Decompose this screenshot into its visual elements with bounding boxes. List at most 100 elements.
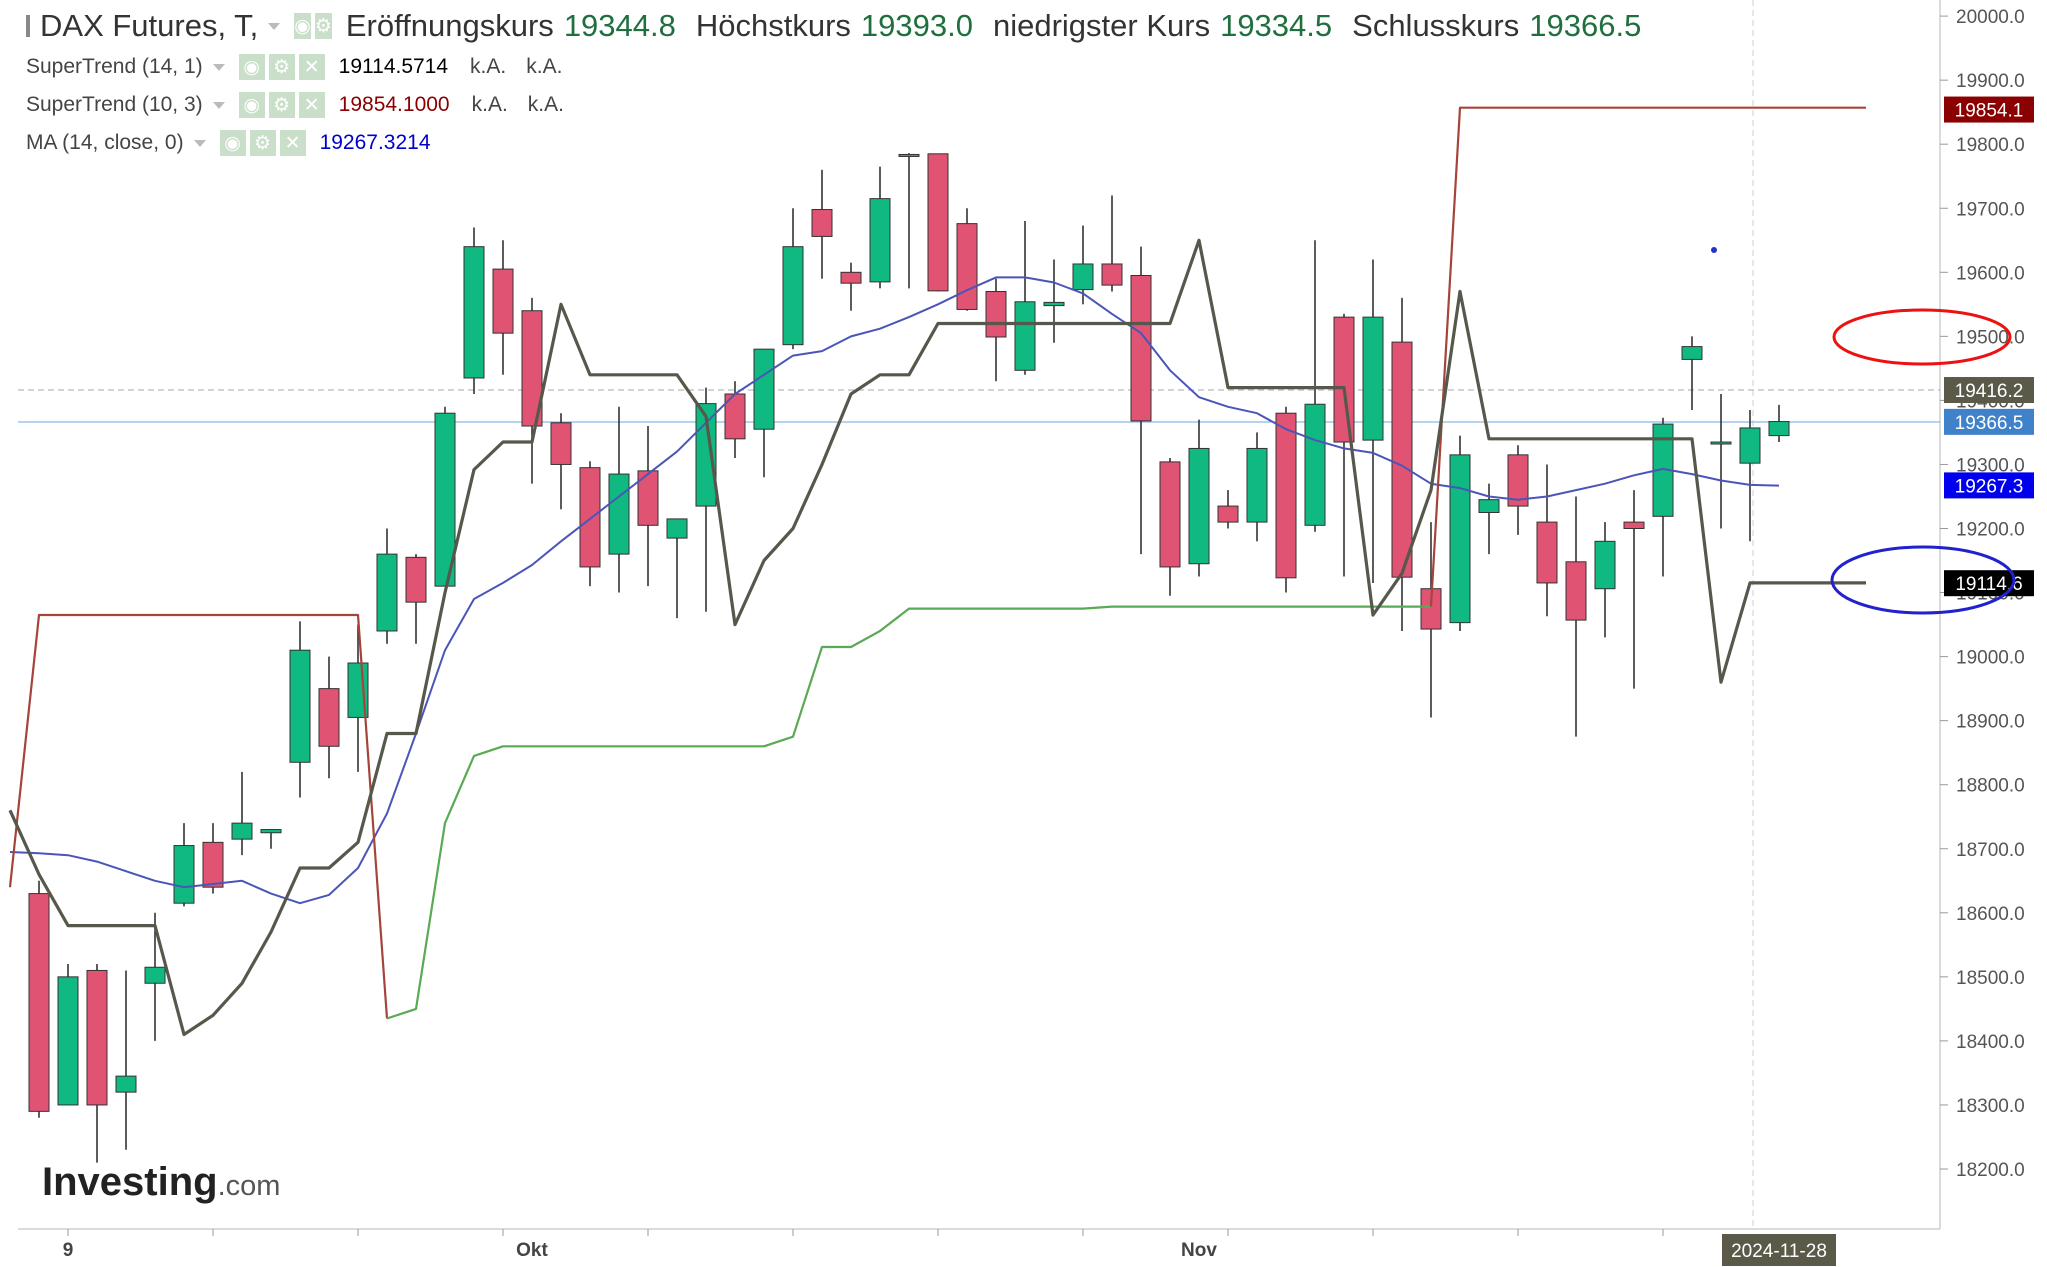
legend: DAX Futures, T, ◉ ⚙ Eröffnungskurs 19344… (26, 4, 1641, 162)
indicator-name: SuperTrend (14, 1) (26, 55, 203, 78)
candle-body (521, 310, 543, 427)
eye-icon[interactable]: ◉ (238, 92, 265, 118)
candle-body (1478, 499, 1500, 513)
candle-body (753, 348, 775, 430)
candle-body (1739, 427, 1761, 464)
indicator-value: 19114.5714 (338, 55, 449, 78)
gear-icon[interactable]: ⚙ (249, 130, 276, 156)
candle-body (173, 845, 195, 904)
last-date-label: 2024-11-28 (1731, 1241, 1827, 1262)
candle-body (1275, 412, 1297, 579)
candle-body (898, 153, 920, 157)
candle-body (1246, 447, 1268, 523)
investing-logo: Investing.com (42, 1160, 280, 1205)
close-icon[interactable]: ✕ (298, 92, 325, 118)
gear-icon[interactable]: ⚙ (268, 92, 295, 118)
candle-body (86, 969, 108, 1106)
supertrend-14-line (8, 238, 1866, 1037)
logo-suffix: .com (217, 1170, 281, 1202)
candle-body (1014, 301, 1036, 371)
candle-body (1333, 316, 1355, 443)
candle-body (782, 246, 804, 346)
y-tick-label: 18900.0 (1956, 712, 2025, 733)
candle-body (1362, 316, 1384, 441)
candle-body (1304, 403, 1326, 526)
chevron-down-icon[interactable] (193, 139, 206, 147)
collapse-icon[interactable] (26, 15, 30, 37)
candle-body (550, 422, 572, 465)
y-tick-label: 18400.0 (1956, 1032, 2025, 1053)
candle-body (405, 556, 427, 603)
close-icon[interactable]: ✕ (279, 130, 306, 156)
candle-body (1768, 421, 1790, 437)
candle-body (376, 553, 398, 632)
price-tag (1944, 377, 2034, 404)
close-value: 19366.5 (1529, 8, 1642, 43)
annotation-dot (1711, 247, 1717, 253)
eye-icon[interactable]: ◉ (238, 54, 265, 80)
candle-body (956, 223, 978, 310)
legend-main-row: DAX Futures, T, ◉ ⚙ Eröffnungskurs 19344… (26, 4, 1641, 48)
eye-icon[interactable]: ◉ (294, 13, 311, 39)
supertrend-10-down-line (8, 613, 389, 1019)
chevron-down-icon[interactable] (268, 22, 281, 30)
close-icon[interactable]: ✕ (298, 54, 325, 80)
y-tick-label: 20000.0 (1956, 7, 2025, 28)
high-value: 19393.0 (860, 8, 973, 43)
indicator-value: 19854.1000 (338, 93, 450, 116)
candle-body (1130, 275, 1152, 422)
y-tick-label: 18300.0 (1956, 1096, 2025, 1117)
candle-body (1594, 540, 1616, 590)
ma-line (9, 276, 1780, 905)
gear-icon[interactable]: ⚙ (268, 54, 295, 80)
supertrend-10-down-line (1429, 106, 1866, 607)
candles (28, 153, 1790, 1163)
price-tags: 19854.1 19416.2 19366.5 19267.3 19114.6 (1944, 96, 2034, 597)
y-tick-label: 19600.0 (1956, 263, 2025, 284)
indicator-row-supertrend-10: SuperTrend (10, 3) ◉ ⚙ ✕ 19854.1000 k.A.… (26, 86, 1506, 124)
candle-body (1391, 341, 1413, 578)
candle-body (1507, 454, 1529, 507)
price-tag (1944, 408, 2034, 435)
y-tick-label: 18600.0 (1956, 904, 2025, 925)
indicator-row-ma-14: MA (14, close, 0) ◉ ⚙ ✕ 19267.3214 (26, 124, 1506, 162)
indicator-extra: k.A. (470, 55, 507, 78)
x-tick-label: 9 (63, 1240, 74, 1261)
y-tick-label: 18500.0 (1956, 968, 2025, 989)
indicator-extra: k.A. (527, 93, 564, 116)
y-tick-label: 18700.0 (1956, 840, 2025, 861)
candle-body (1043, 301, 1065, 307)
indicator-name: SuperTrend (10, 3) (26, 93, 203, 116)
candle-body (1072, 263, 1094, 291)
open-value: 19344.8 (563, 8, 676, 43)
chevron-down-icon[interactable] (212, 63, 225, 71)
price-tag-label: 19416.2 (1955, 381, 2024, 402)
low-label: niedrigster Kurs (992, 8, 1211, 43)
y-tick-label: 19200.0 (1956, 520, 2025, 541)
eye-icon[interactable]: ◉ (219, 130, 246, 156)
chevron-down-icon[interactable] (212, 101, 225, 109)
candle-body (1159, 461, 1181, 568)
y-tick-label: 19500.0 (1956, 327, 2025, 348)
candle-body (144, 966, 166, 984)
candle-body (1188, 447, 1210, 565)
indicator-row-supertrend-14: SuperTrend (14, 1) ◉ ⚙ ✕ 19114.5714 k.A.… (26, 48, 1506, 86)
price-tag-label: 19114.6 (1955, 574, 2022, 595)
candle-body (28, 893, 50, 1112)
candle-body (1449, 454, 1471, 624)
low-value: 19334.5 (1220, 8, 1333, 43)
indicator-extra: k.A. (471, 93, 508, 116)
price-tag (1944, 472, 2034, 499)
close-label: Schlusskurs (1352, 8, 1520, 43)
gear-icon[interactable]: ⚙ (314, 13, 332, 39)
candle-body (231, 822, 253, 840)
candle-body (57, 976, 79, 1106)
price-tag (1944, 570, 2034, 597)
y-tick-label: 18800.0 (1956, 776, 2025, 797)
candle-body (1710, 441, 1732, 445)
chart-title: DAX Futures, T, (40, 8, 259, 43)
last-date-tag (1722, 1234, 1836, 1266)
indicator-value: 19267.3214 (319, 131, 431, 154)
logo-main: Investing (42, 1160, 218, 1204)
